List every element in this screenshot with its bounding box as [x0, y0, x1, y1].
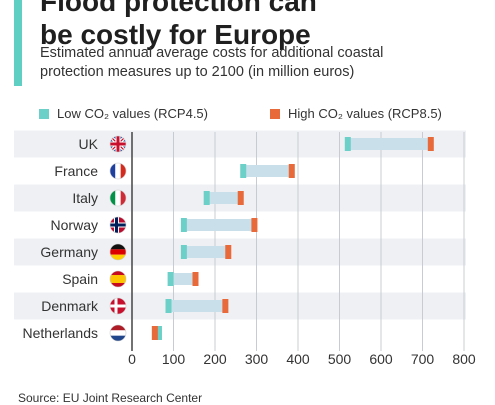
category-label: Germany — [40, 244, 98, 260]
category-label: UK — [79, 136, 99, 152]
title-line-1: Flood protection can — [40, 0, 317, 17]
range-bar — [170, 273, 196, 285]
high-value-marker — [222, 299, 229, 313]
title-line-2: be costly for Europe — [40, 19, 311, 50]
source-note: Source: EU Joint Research Center — [18, 391, 203, 405]
x-tick-label: 100 — [162, 351, 186, 367]
category-label: Italy — [72, 190, 98, 206]
low-value-marker — [180, 218, 187, 232]
x-tick-label: 200 — [203, 351, 227, 367]
chart-subtitle: Estimated annual average costs for addit… — [40, 44, 383, 82]
x-tick-label: 600 — [369, 351, 393, 367]
chart-title: Flood protection can be costly for Europ… — [40, 0, 317, 51]
low-value-marker — [167, 272, 174, 286]
high-value-marker — [225, 245, 232, 259]
low-value-marker — [155, 326, 162, 340]
legend-label-low: Low CO₂ values (RCP4.5) — [57, 106, 208, 121]
dk-flag-icon — [109, 297, 127, 315]
low-value-marker — [180, 245, 187, 259]
range-bar — [183, 219, 255, 231]
x-tick-label: 300 — [245, 351, 269, 367]
legend-swatch-low — [39, 108, 49, 119]
row-band — [14, 238, 466, 266]
category-label: Netherlands — [23, 325, 99, 341]
range-bar — [347, 138, 431, 150]
legend-label-high: High CO₂ values (RCP8.5) — [288, 106, 442, 121]
low-value-marker — [344, 137, 351, 151]
legend-item-high: High CO₂ values (RCP8.5) — [270, 106, 442, 121]
fr-flag-icon — [109, 162, 127, 180]
x-tick-label: 700 — [411, 351, 435, 367]
title-accent-bar — [14, 0, 22, 86]
de-flag-icon — [109, 243, 127, 261]
low-value-marker — [240, 164, 247, 178]
nl-flag-icon — [109, 324, 127, 342]
gb-flag-icon — [109, 135, 127, 153]
legend-swatch-high — [270, 108, 280, 119]
category-label: Denmark — [41, 298, 99, 314]
x-tick-label: 400 — [286, 351, 310, 367]
range-bar — [243, 165, 292, 177]
category-label: Norway — [51, 217, 98, 233]
chart-legend: Low CO₂ values (RCP4.5) High CO₂ values … — [0, 106, 495, 124]
legend-item-low: Low CO₂ values (RCP4.5) — [39, 106, 208, 121]
range-bar — [183, 246, 229, 258]
high-value-marker — [237, 191, 244, 205]
it-flag-icon — [109, 189, 127, 207]
high-value-marker — [427, 137, 434, 151]
x-tick-label: 800 — [452, 351, 476, 367]
row-band — [14, 292, 466, 320]
x-tick-label: 500 — [328, 351, 352, 367]
high-value-marker — [192, 272, 199, 286]
high-value-marker — [288, 164, 295, 178]
high-value-marker — [151, 326, 158, 340]
subtitle-line-1: Estimated annual average costs for addit… — [40, 45, 384, 61]
es-flag-icon — [109, 270, 127, 288]
subtitle-line-2: protection measures up to 2100 (in milli… — [40, 64, 355, 80]
category-label: Spain — [62, 271, 98, 287]
range-bar — [206, 192, 241, 204]
no-flag-icon — [109, 216, 127, 234]
high-value-marker — [251, 218, 258, 232]
low-value-marker — [203, 191, 210, 205]
range-bar — [168, 300, 226, 312]
low-value-marker — [165, 299, 172, 313]
x-tick-label: 0 — [128, 351, 136, 367]
category-label: France — [54, 163, 98, 179]
